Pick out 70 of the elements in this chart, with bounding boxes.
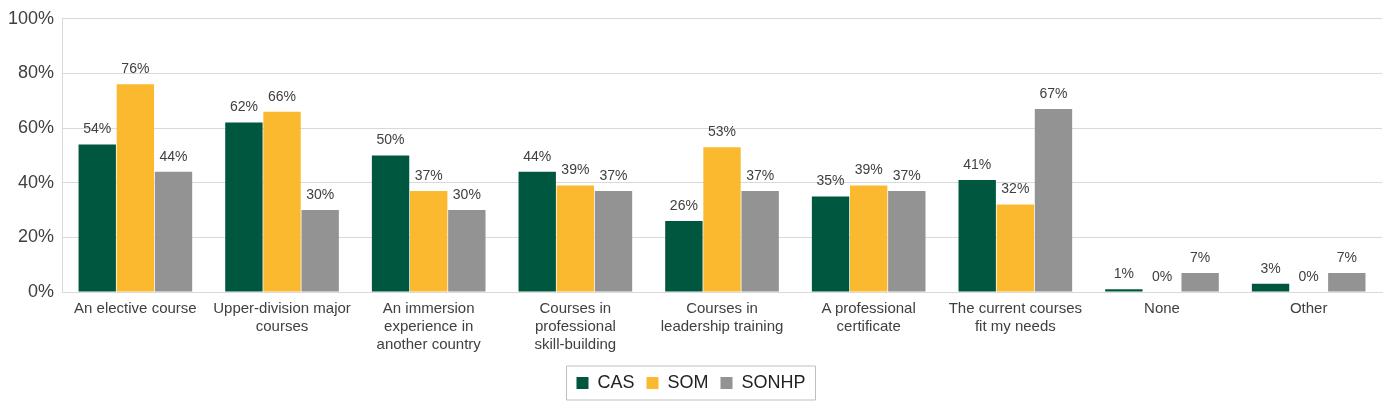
data-label: 39% [561, 161, 590, 178]
data-label: 1% [1113, 265, 1134, 282]
bar [958, 179, 996, 292]
data-label: 30% [452, 185, 481, 202]
data-label: 37% [414, 166, 443, 183]
bar [371, 155, 410, 292]
x-tick-label: A professional certificate [821, 299, 916, 335]
bar [78, 144, 116, 292]
data-label: 50% [376, 131, 405, 148]
data-label: 37% [599, 166, 628, 183]
data-label: 37% [892, 166, 921, 183]
data-label: 32% [1001, 180, 1030, 197]
data-label: 26% [669, 196, 698, 213]
bar [556, 185, 595, 292]
x-tick-label: Courses in professional skill-building [534, 299, 617, 353]
data-label: 30% [306, 185, 335, 202]
data-label: 66% [268, 87, 297, 104]
data-label: 7% [1190, 248, 1211, 265]
data-label: 35% [816, 172, 845, 189]
data-label: 0% [1151, 267, 1173, 284]
bar [888, 190, 926, 292]
bar [741, 190, 779, 292]
data-label: 0% [1298, 267, 1319, 284]
bar [263, 111, 301, 292]
data-label: 54% [83, 120, 112, 137]
bar [996, 204, 1035, 292]
bar [1251, 283, 1290, 292]
data-label: 62% [229, 98, 258, 115]
x-tick-label: An immersion experience in another country [376, 299, 482, 353]
bar [1105, 289, 1143, 292]
x-tick-label: None [1144, 299, 1180, 317]
bar [116, 84, 155, 292]
legend-label: SONHP [741, 371, 806, 392]
data-label: 44% [523, 147, 552, 164]
data-label: 76% [121, 60, 150, 77]
bar [811, 196, 850, 292]
data-label: 3% [1260, 259, 1281, 276]
data-label: 44% [159, 147, 188, 164]
data-label: 53% [708, 123, 737, 140]
x-tick-label: Upper-division major courses [213, 299, 351, 335]
x-tick-label: Courses in leadership training [660, 299, 784, 335]
data-label: 39% [854, 161, 883, 178]
data-label: 37% [746, 166, 775, 183]
bar [703, 147, 741, 292]
bar [225, 122, 263, 292]
bar [665, 220, 703, 292]
y-tick-label: 0% [28, 280, 55, 301]
bar [594, 190, 633, 292]
bar [410, 190, 448, 292]
y-tick-label: 60% [18, 117, 55, 138]
bar [1328, 272, 1366, 292]
y-tick-label: 20% [18, 226, 55, 247]
legend-label: SOM [667, 371, 709, 392]
legend-label: CAS [597, 371, 635, 392]
data-label: 41% [963, 155, 992, 172]
bar [1181, 272, 1219, 292]
x-tick-label: Other [1289, 299, 1328, 317]
bar [1034, 108, 1073, 292]
bar [850, 185, 888, 292]
data-label: 7% [1336, 248, 1357, 265]
y-tick-label: 100% [7, 7, 55, 28]
bar [518, 171, 556, 292]
bar [301, 210, 339, 292]
data-label: 67% [1039, 84, 1068, 101]
y-tick-label: 40% [18, 171, 55, 192]
x-tick-label: An elective course [74, 299, 197, 317]
bar [448, 210, 486, 292]
x-tick-label: The current courses fit my needs [948, 299, 1083, 335]
bar [154, 171, 193, 292]
y-tick-label: 80% [18, 62, 55, 83]
